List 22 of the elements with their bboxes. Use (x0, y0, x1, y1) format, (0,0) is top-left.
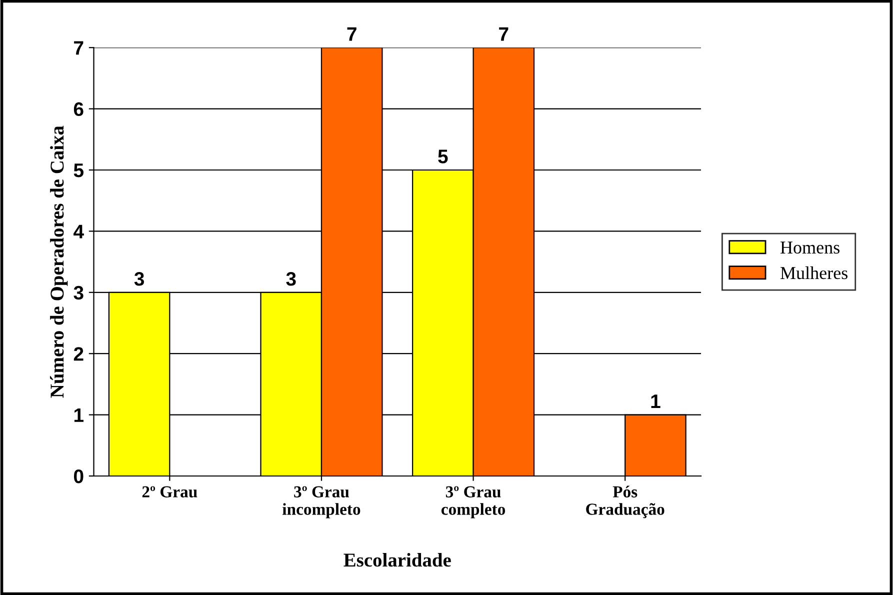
x-tick-label: 3º Grau completo (441, 486, 506, 518)
y-tick-label: 4 (74, 224, 84, 238)
y-tick-label: 7 (74, 41, 84, 55)
x-tick-label: 3º Grau incompleto (282, 486, 360, 518)
data-label: 7 (347, 27, 356, 41)
y-tick-label: 2 (74, 347, 84, 361)
data-label: 3 (286, 272, 296, 286)
y-axis-title: Número de Operadores de Caixa (50, 126, 68, 398)
y-tick-label: 3 (74, 286, 84, 300)
y-tick-label: 0 (74, 469, 84, 484)
data-label: 7 (499, 27, 508, 41)
x-tick-label: 2º Grau (142, 486, 198, 498)
data-label: 5 (438, 150, 448, 164)
data-label: 1 (651, 394, 660, 408)
x-tick-label: Pós Graduação (586, 486, 664, 518)
y-tick-label: 5 (74, 164, 84, 178)
legend-label: Mulheres (780, 266, 848, 280)
y-tick-label: 6 (74, 102, 84, 116)
y-tick-label: 1 (74, 408, 84, 422)
legend-label: Homens (780, 242, 840, 254)
x-axis-title: Escolaridade (344, 552, 451, 567)
data-label: 3 (134, 272, 144, 286)
